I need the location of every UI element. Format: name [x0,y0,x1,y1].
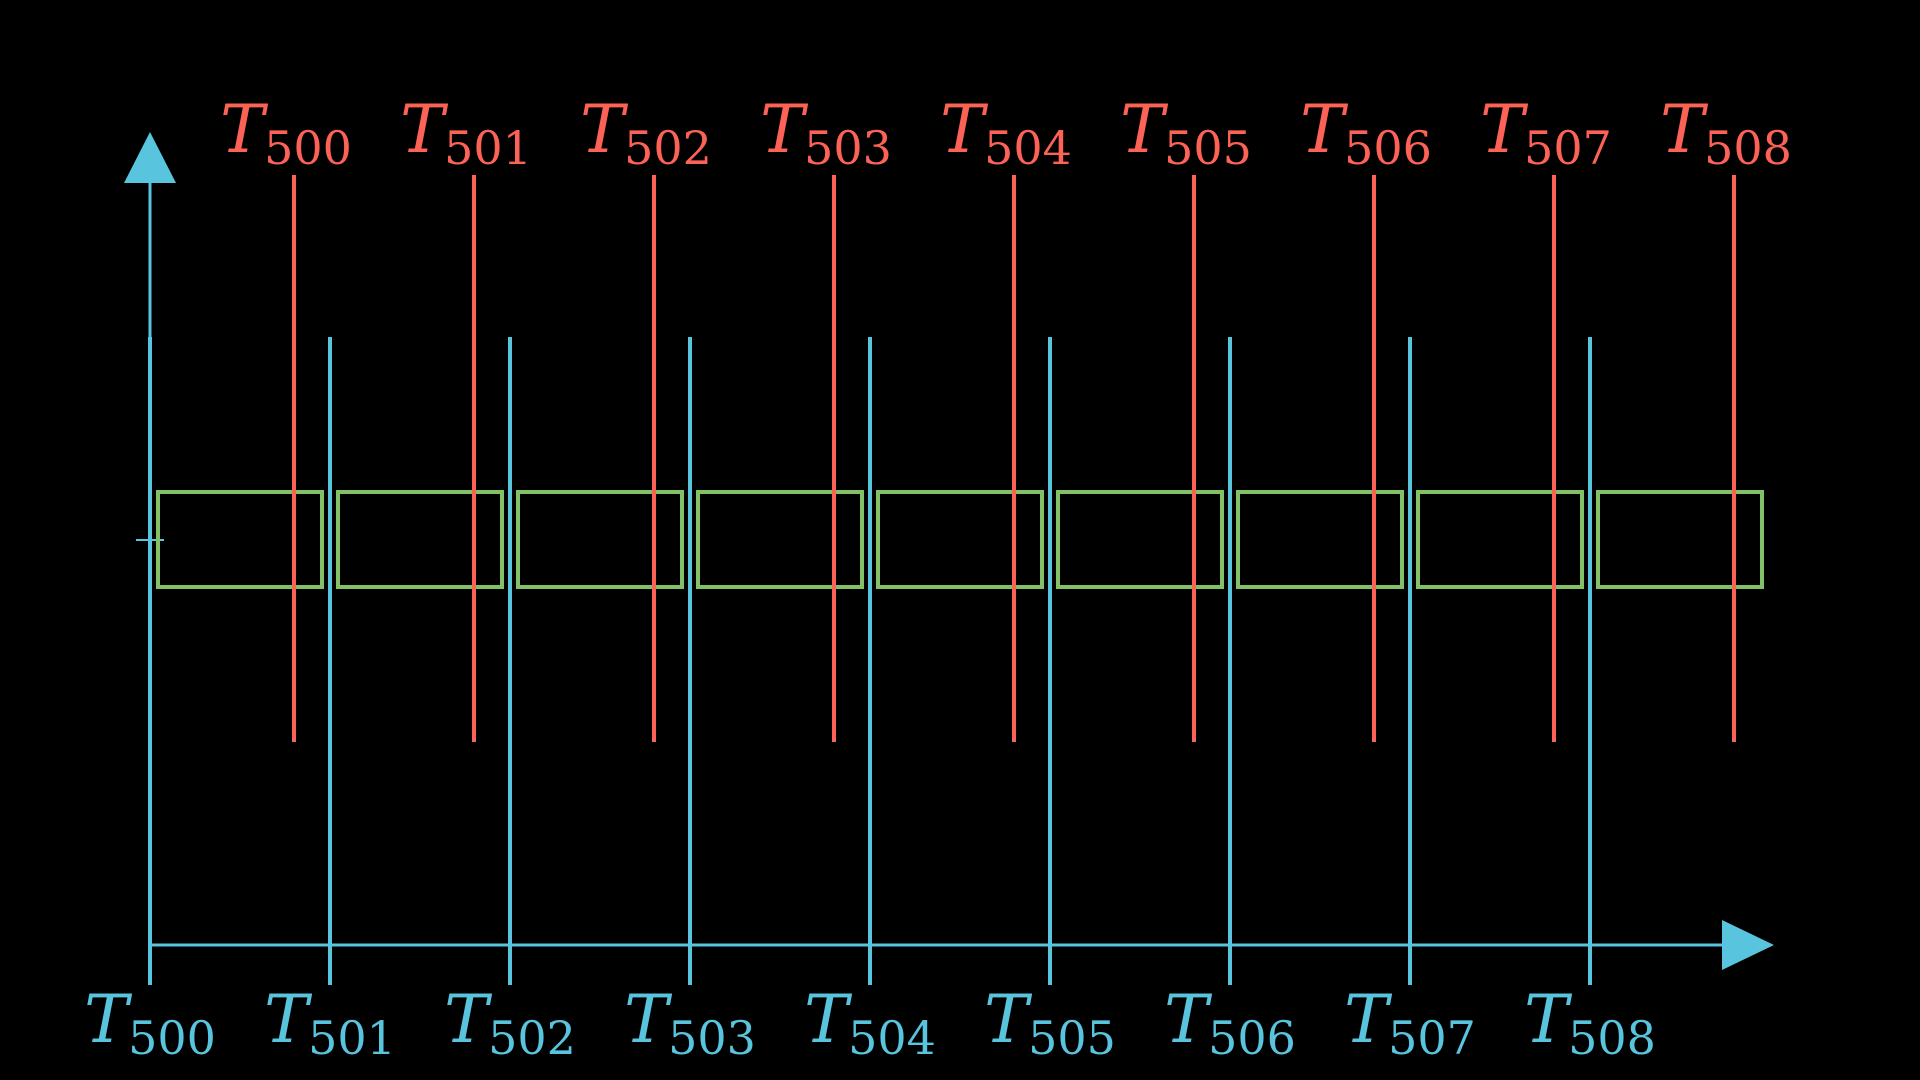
red-marker-label: T506 [1300,91,1432,175]
interval-box [156,490,324,589]
interval-boxes [156,490,1764,589]
blue-marker-label: T504 [804,981,936,1065]
blue-marker-label: T501 [264,981,396,1065]
blue-marker-label: T502 [444,981,576,1065]
interval-box [1416,490,1584,589]
y-axis-arrow-icon [124,132,176,183]
red-marker-label: T502 [580,91,712,175]
red-marker-label: T501 [400,91,532,175]
red-marker-labels: T500 T501 T502 T503 T504 T505 T506 T507 T508 [220,91,1792,175]
interval-box [516,490,684,589]
blue-marker-label: T507 [1344,981,1476,1065]
interval-box [696,490,864,589]
red-marker-lines [292,175,1736,742]
blue-marker-label: T506 [1164,981,1296,1065]
red-marker-label: T503 [760,91,892,175]
interval-box [1596,490,1764,589]
interval-box [336,490,504,589]
x-axis-arrow-icon [1722,920,1774,970]
blue-marker-label: T508 [1524,981,1656,1065]
interval-box [876,490,1044,589]
red-marker-label: T505 [1120,91,1252,175]
red-marker-label: T507 [1480,91,1612,175]
blue-marker-label: T505 [984,981,1116,1065]
blue-marker-labels: T500 T501 T502 T503 T504 T505 T506 T507 T508 [84,981,1656,1065]
blue-marker-label: T500 [84,981,216,1065]
interval-box [1056,490,1224,589]
red-marker-label: T500 [220,91,352,175]
interval-box [1236,490,1404,589]
blue-marker-label: T503 [624,981,756,1065]
red-marker-label: T508 [1660,91,1792,175]
blue-marker-lines [148,337,1592,985]
red-marker-label: T504 [940,91,1072,175]
